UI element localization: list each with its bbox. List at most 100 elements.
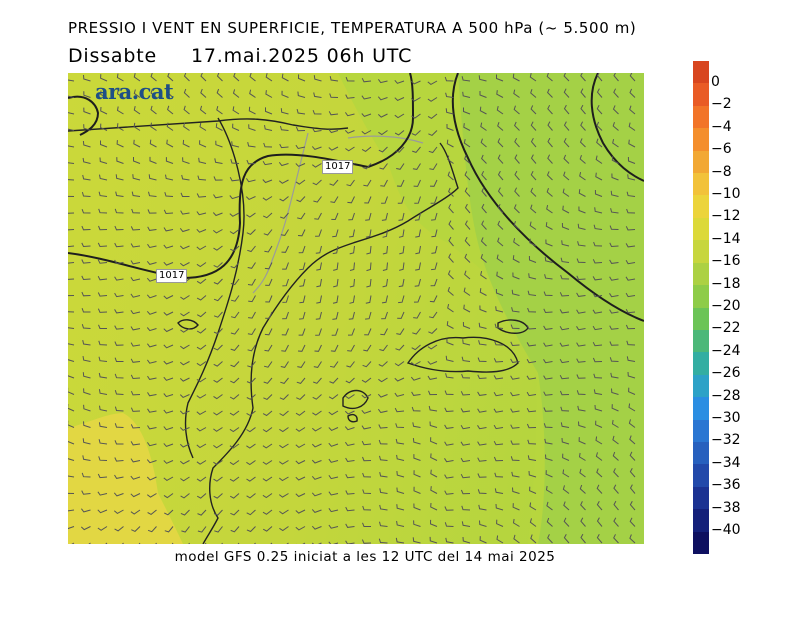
wind-barb: [462, 91, 471, 98]
wind-barb: [460, 489, 471, 495]
wind-barb: [576, 292, 586, 297]
wind-barb: [445, 373, 454, 379]
wind-barb: [460, 473, 471, 479]
wind-barb: [216, 73, 223, 82]
wind-barb: [578, 189, 586, 197]
wind-barb: [460, 391, 471, 396]
wind-barb: [311, 542, 322, 544]
wind-barb: [297, 361, 306, 368]
wind-barb: [68, 526, 75, 530]
wind-barb: [412, 422, 421, 428]
wind-barb: [299, 295, 306, 304]
wind-barb: [196, 278, 207, 285]
wind-barb: [580, 517, 586, 527]
wind-barb: [382, 245, 388, 255]
wind-barb: [394, 79, 405, 84]
wind-barb: [247, 328, 256, 336]
wind-barb: [297, 91, 306, 98]
wind-barb: [530, 154, 537, 164]
colorbar-segment: [693, 531, 709, 555]
wind-barb: [427, 375, 438, 380]
wind-barb: [297, 74, 306, 82]
wind-barb: [280, 361, 289, 368]
wind-barb: [196, 328, 207, 334]
wind-barb: [447, 303, 454, 313]
wind-barb: [329, 75, 339, 82]
wind-barb: [248, 311, 256, 319]
wind-barb: [510, 324, 520, 329]
wind-barb: [149, 139, 157, 148]
map-canvas: [68, 73, 644, 544]
wind-barb: [545, 470, 553, 478]
wind-barb: [81, 259, 91, 264]
wind-barb: [163, 460, 174, 464]
colorbar-label: −4: [711, 118, 732, 135]
wind-barb: [596, 104, 603, 115]
wind-barb: [528, 273, 537, 280]
wind-barb: [362, 472, 372, 478]
wind-barb: [196, 394, 207, 399]
wind-barb: [460, 441, 471, 446]
wind-barb: [265, 107, 273, 115]
wind-barb: [396, 328, 405, 335]
wind-barb: [464, 171, 471, 181]
wind-barb: [629, 484, 636, 494]
wind-barb: [480, 270, 487, 280]
wind-barb: [394, 113, 405, 119]
wind-barb: [594, 404, 603, 412]
wind-barb: [580, 88, 586, 98]
wind-barb: [480, 122, 487, 131]
wind-barb: [527, 455, 537, 461]
wind-barb: [479, 536, 487, 544]
wind-barb: [529, 238, 537, 247]
wind-barb: [546, 171, 553, 181]
wind-barb: [214, 526, 223, 533]
wind-barb: [580, 121, 586, 131]
wind-barb: [295, 509, 306, 514]
wind-barb: [495, 306, 504, 313]
wind-barb: [429, 163, 438, 171]
wind-barb: [183, 122, 190, 131]
wind-barb: [413, 311, 421, 319]
wind-barb: [279, 125, 289, 131]
wind-barb: [81, 242, 91, 248]
wind-barb: [510, 408, 520, 413]
wind-barb: [463, 304, 471, 313]
wind-barb: [543, 308, 553, 314]
wind-barb: [429, 536, 438, 544]
wind-barb: [344, 410, 355, 415]
wind-barb: [577, 241, 586, 247]
wind-barb: [262, 476, 273, 482]
wind-barb: [163, 261, 174, 266]
wind-barb: [627, 156, 636, 164]
wind-barb: [626, 356, 636, 362]
wind-barb: [280, 377, 289, 384]
wind-barb: [610, 190, 619, 197]
wind-barb: [230, 361, 240, 368]
wind-barb: [530, 204, 537, 214]
wind-barb: [427, 113, 438, 120]
wind-barb: [229, 460, 240, 466]
wind-barb: [495, 503, 504, 511]
wind-barb: [196, 427, 207, 432]
wind-barb: [345, 394, 355, 400]
wind-barb: [429, 179, 438, 187]
wind-barb: [381, 295, 388, 304]
wind-barb: [629, 88, 636, 98]
wind-barb: [262, 160, 273, 166]
wind-barb: [446, 124, 454, 131]
wind-barb: [114, 474, 124, 479]
wind-barb: [280, 212, 289, 219]
wind-barb: [361, 409, 372, 414]
wind-barb: [427, 360, 438, 365]
wind-barb: [296, 394, 306, 400]
colorbar-segment: [693, 262, 709, 286]
wind-barb: [596, 88, 603, 98]
wind-barb: [213, 194, 223, 199]
wind-barb: [100, 74, 108, 82]
wind-barb: [464, 220, 471, 230]
wind-barb: [497, 170, 504, 181]
wind-barb: [298, 328, 306, 336]
wind-barb: [511, 471, 520, 478]
wind-barb: [328, 475, 339, 480]
